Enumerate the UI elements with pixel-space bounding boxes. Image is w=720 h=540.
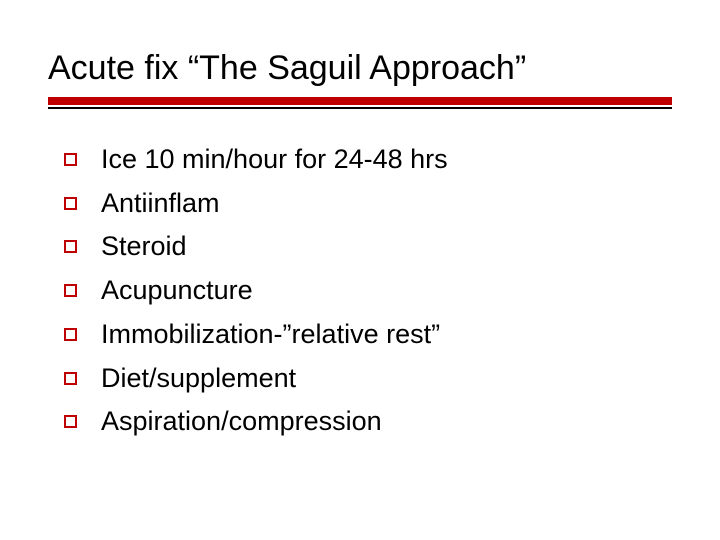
list-item: Diet/supplement	[64, 362, 672, 396]
slide-title: Acute fix “The Saguil Approach”	[48, 48, 672, 89]
list-item: Ice 10 min/hour for 24-48 hrs	[64, 143, 672, 177]
square-bullet-icon	[64, 197, 77, 210]
underline-black-bar	[48, 107, 672, 109]
square-bullet-icon	[64, 284, 77, 297]
list-item-text: Antiinflam	[101, 187, 220, 221]
square-bullet-icon	[64, 372, 77, 385]
square-bullet-icon	[64, 153, 77, 166]
list-item: Immobilization-”relative rest”	[64, 318, 672, 352]
list-item-text: Immobilization-”relative rest”	[101, 318, 440, 352]
list-item: Aspiration/compression	[64, 405, 672, 439]
square-bullet-icon	[64, 415, 77, 428]
list-item-text: Diet/supplement	[101, 362, 296, 396]
list-item-text: Aspiration/compression	[101, 405, 382, 439]
square-bullet-icon	[64, 240, 77, 253]
underline-red-bar	[48, 97, 672, 105]
list-item-text: Steroid	[101, 230, 187, 264]
list-item: Steroid	[64, 230, 672, 264]
square-bullet-icon	[64, 328, 77, 341]
list-item: Antiinflam	[64, 187, 672, 221]
list-item-text: Acupuncture	[101, 274, 253, 308]
bullet-list: Ice 10 min/hour for 24-48 hrs Antiinflam…	[64, 143, 672, 439]
list-item: Acupuncture	[64, 274, 672, 308]
slide: Acute fix “The Saguil Approach” Ice 10 m…	[0, 0, 720, 540]
title-underline	[48, 97, 672, 109]
list-item-text: Ice 10 min/hour for 24-48 hrs	[101, 143, 448, 177]
